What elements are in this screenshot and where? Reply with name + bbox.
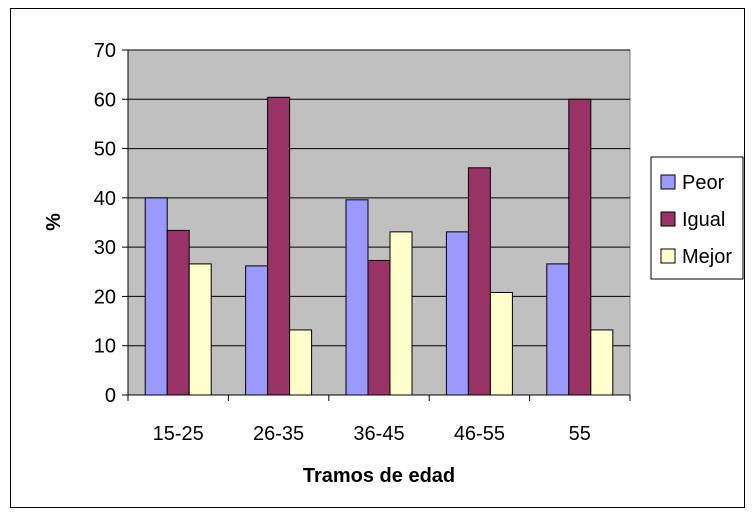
legend-swatch-mejor (660, 248, 676, 264)
y-tick-label: 50 (94, 139, 116, 161)
y-tick-label: 30 (94, 237, 116, 259)
bar-igual-55 (568, 98, 592, 396)
y-tick-label: 0 (105, 385, 116, 407)
legend-swatch-peor (660, 174, 676, 190)
bar-igual-26-35 (267, 96, 291, 396)
legend-label-mejor: Mejor (682, 246, 732, 268)
y-axis-title: % (43, 213, 65, 231)
legend: Peor Igual Mejor (650, 156, 744, 280)
bar-mejor-46-55 (489, 291, 513, 396)
bar-igual-46-55 (467, 167, 491, 396)
y-tick-label: 10 (94, 336, 116, 358)
y-tick-label: 40 (94, 188, 116, 210)
bar-igual-15-25 (166, 229, 190, 396)
x-axis-title: Tramos de edad (303, 465, 455, 487)
y-tick-label: 20 (94, 286, 116, 308)
legend-label-peor: Peor (682, 172, 725, 194)
bar-peor-46-55 (445, 231, 469, 396)
x-axis-ticks: 15-25 26-35 36-45 46-55 55 (127, 395, 631, 445)
legend-swatch-igual (660, 211, 676, 227)
bar-mejor-55 (590, 329, 614, 396)
x-tick-label: 26-35 (253, 423, 304, 445)
x-tick-label: 36-45 (353, 423, 404, 445)
x-tick-label: 46-55 (454, 423, 505, 445)
legend-label-igual: Igual (682, 209, 725, 231)
y-axis-ticks: 0 10 20 30 40 50 60 70 (94, 40, 128, 407)
bar-mejor-15-25 (188, 263, 212, 396)
bar-peor-36-45 (345, 199, 369, 396)
bar-peor-26-35 (245, 265, 269, 396)
y-tick-label: 60 (94, 89, 116, 111)
bar-mejor-26-35 (289, 329, 313, 396)
bar-igual-36-45 (367, 259, 391, 396)
y-tick-label: 70 (94, 40, 116, 62)
x-tick-label: 55 (569, 423, 591, 445)
bar-peor-15-25 (144, 197, 168, 396)
bars (144, 96, 614, 396)
bar-peor-55 (546, 263, 570, 396)
bar-mejor-36-45 (389, 231, 413, 396)
x-tick-label: 15-25 (153, 423, 204, 445)
